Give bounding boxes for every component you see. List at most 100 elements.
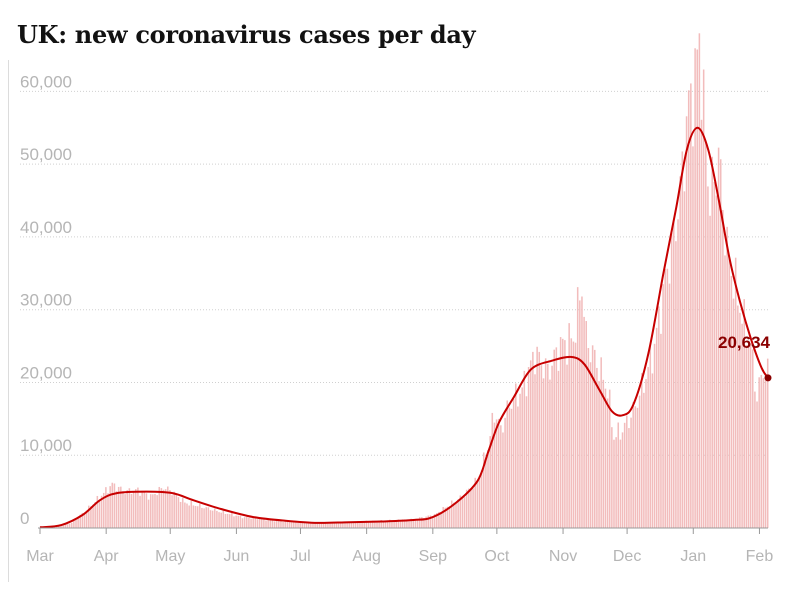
daily-bar	[98, 499, 101, 528]
daily-bar	[510, 408, 513, 528]
daily-bar	[758, 377, 760, 528]
daily-bar	[395, 519, 397, 528]
daily-bar	[453, 502, 455, 528]
daily-bar	[754, 391, 756, 528]
daily-bar	[137, 487, 139, 528]
daily-bar	[211, 510, 214, 528]
daily-bar	[325, 521, 327, 528]
daily-bar	[216, 510, 218, 528]
daily-bar	[331, 522, 333, 528]
daily-bar	[158, 486, 161, 528]
daily-bar	[384, 520, 387, 528]
daily-bar	[529, 360, 532, 528]
daily-bar	[318, 522, 321, 528]
x-tick-label: Aug	[352, 548, 380, 565]
daily-bar	[608, 389, 611, 528]
daily-bar	[606, 398, 609, 528]
daily-bar	[508, 407, 511, 528]
daily-bar	[653, 343, 656, 528]
daily-bar	[233, 516, 235, 528]
daily-bar	[295, 522, 297, 528]
daily-bar	[431, 516, 434, 528]
daily-bar	[265, 520, 267, 528]
daily-bar	[263, 518, 265, 528]
daily-bar	[241, 518, 244, 528]
daily-bar	[515, 383, 517, 528]
daily-bar	[286, 521, 289, 528]
daily-bar	[177, 497, 180, 528]
daily-case-bars	[38, 33, 769, 529]
daily-bar	[632, 402, 634, 528]
daily-bar	[171, 495, 173, 528]
y-tick-label: 0	[20, 509, 29, 528]
daily-bar	[231, 513, 233, 528]
daily-bar	[715, 195, 718, 528]
daily-bar	[145, 493, 148, 528]
daily-bar	[357, 520, 359, 528]
daily-bar	[397, 519, 400, 528]
daily-bar	[694, 48, 696, 529]
daily-bar	[224, 514, 227, 528]
daily-bar	[685, 116, 688, 529]
latest-value-label: 20,634	[718, 333, 771, 352]
daily-bar	[248, 517, 250, 528]
daily-bar	[570, 338, 573, 528]
daily-bar	[532, 351, 534, 528]
daily-bar	[124, 494, 126, 528]
daily-bar	[485, 459, 487, 528]
daily-bar	[581, 296, 583, 528]
daily-bar	[83, 512, 86, 528]
daily-bar	[630, 417, 632, 528]
daily-bar	[154, 494, 156, 528]
daily-bar	[732, 298, 735, 528]
daily-bar	[491, 412, 494, 528]
daily-bar	[666, 268, 669, 528]
daily-bar	[551, 365, 553, 528]
x-tick-label: Jan	[680, 548, 706, 565]
daily-bar	[79, 514, 82, 528]
daily-bar	[724, 255, 726, 528]
daily-bar	[196, 506, 199, 528]
daily-bar	[363, 521, 365, 528]
daily-bar	[427, 515, 430, 528]
y-tick-label: 40,000	[20, 218, 72, 237]
daily-bar	[152, 494, 154, 528]
daily-bar	[175, 493, 178, 528]
daily-bar	[305, 523, 308, 528]
daily-bar	[544, 358, 547, 528]
daily-bar	[53, 526, 56, 528]
daily-bar	[164, 489, 167, 528]
daily-bar	[698, 33, 701, 529]
daily-bar	[169, 490, 171, 528]
daily-bar	[107, 493, 109, 528]
daily-bar	[310, 522, 312, 528]
daily-bar	[109, 486, 111, 528]
daily-bar	[391, 521, 393, 528]
daily-bar	[457, 499, 459, 528]
x-tick-label: Dec	[613, 548, 641, 565]
daily-bar	[290, 522, 293, 528]
daily-bar	[299, 522, 301, 528]
daily-bar	[564, 340, 566, 528]
daily-bar	[585, 321, 587, 528]
daily-bar	[359, 522, 361, 528]
daily-bar	[188, 505, 190, 528]
daily-bar	[94, 502, 96, 528]
daily-bar	[450, 500, 453, 528]
daily-bar	[408, 520, 410, 528]
daily-bar	[60, 525, 62, 528]
latest-value-annotation: 20,634	[718, 333, 772, 382]
daily-bar	[634, 406, 637, 528]
daily-bar	[504, 417, 506, 528]
daily-bar	[425, 516, 427, 528]
daily-bar	[619, 439, 622, 528]
chart-title: UK: new coronavirus cases per day	[17, 20, 476, 49]
daily-bar	[440, 512, 442, 528]
daily-bar	[707, 186, 709, 528]
daily-bar	[433, 513, 436, 528]
daily-bar	[448, 506, 451, 528]
daily-bar	[478, 475, 481, 528]
average-line-path	[39, 126, 769, 529]
daily-bar	[476, 481, 479, 528]
